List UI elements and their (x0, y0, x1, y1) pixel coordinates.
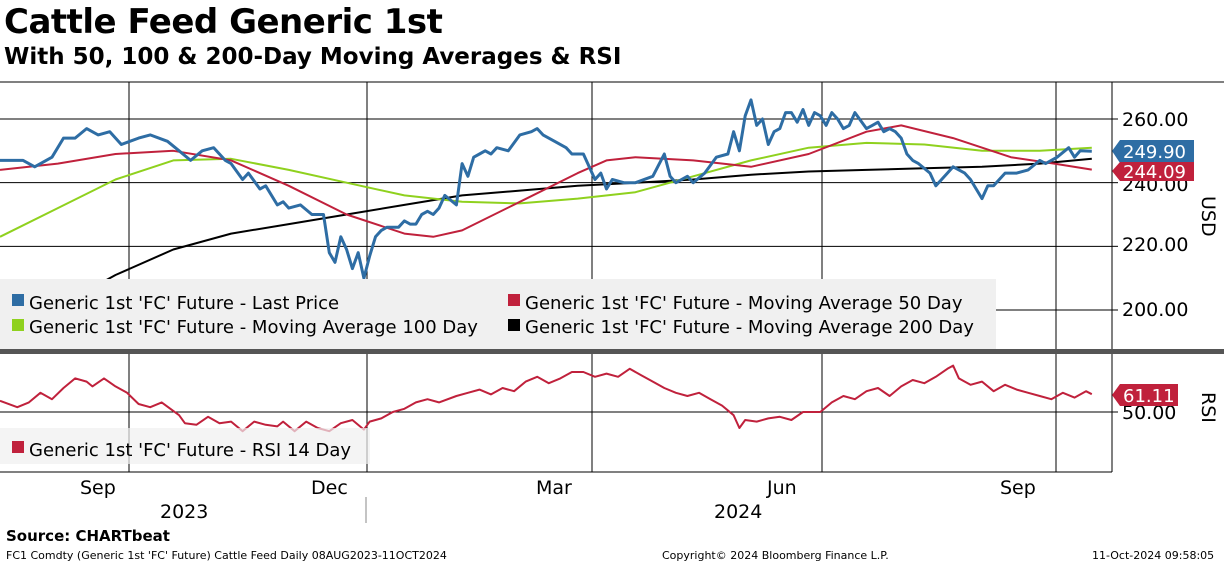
y-tick-rsi-50: 50.00 (1122, 402, 1176, 424)
legend-rsi: Generic 1st 'FC' Future - RSI 14 Day (29, 440, 351, 461)
series-line-ma100 (0, 141, 1092, 238)
chart-title: Cattle Feed Generic 1st (4, 2, 443, 42)
legend-ma50: Generic 1st 'FC' Future - Moving Average… (525, 293, 963, 314)
rsi-legend-box (0, 428, 370, 464)
legend-ma200: Generic 1st 'FC' Future - Moving Average… (525, 317, 974, 338)
panel-divider[interactable] (0, 349, 1224, 354)
legend-swatch-ma200 (508, 319, 520, 331)
footer-left: FC1 Comdty (Generic 1st 'FC' Future) Cat… (6, 549, 447, 562)
tag-rsi-last: 61.11 (1112, 384, 1178, 407)
legend-ma100: Generic 1st 'FC' Future - Moving Average… (29, 317, 478, 338)
x-label-sep-2023: Sep (80, 477, 116, 499)
x-label-dec: Dec (311, 477, 348, 499)
legend-price: Generic 1st 'FC' Future - Last Price (29, 293, 339, 314)
x-label-jun: Jun (766, 477, 797, 499)
tag-ma50-last: 244.09 (1112, 162, 1194, 183)
price-series-group (0, 98, 1092, 343)
y-tick-220: 220.00 (1122, 234, 1188, 256)
x-label-sep-2024: Sep (1000, 477, 1036, 499)
x-label-year-2023: 2023 (160, 501, 208, 523)
source-note: Source: CHARTbeat (6, 527, 170, 545)
chart-subtitle: With 50, 100 & 200-Day Moving Averages &… (4, 44, 622, 70)
tag-rsi-value: 61.11 (1123, 386, 1175, 407)
y-tick-200: 200.00 (1122, 299, 1188, 321)
tag-ma50-value: 244.09 (1123, 162, 1186, 183)
x-label-mar: Mar (536, 477, 572, 499)
grid (0, 81, 1224, 473)
legend-swatch-ma100 (12, 319, 24, 331)
footer-copyright: Copyright© 2024 Bloomberg Finance L.P. (662, 549, 889, 562)
rsi-series-group (0, 364, 1093, 433)
x-label-year-2024: 2024 (714, 501, 762, 523)
y-axis-label-usd: USD (1197, 196, 1219, 237)
y-axis-label-rsi: RSI (1197, 392, 1219, 423)
legend-swatch-price (12, 294, 24, 306)
tag-price-last: 249.90 (1112, 140, 1194, 163)
legend-swatch-ma50 (508, 294, 520, 306)
footer-timestamp: 11-Oct-2024 09:58:05 (1092, 549, 1215, 562)
series-line-ma50 (0, 124, 1092, 238)
series-line-rsi (0, 364, 1093, 433)
legend-swatch-rsi (12, 441, 24, 453)
tag-price-value: 249.90 (1123, 142, 1186, 163)
series-line-price (0, 98, 1092, 280)
y-tick-260: 260.00 (1122, 109, 1188, 131)
price-legend-box (0, 279, 996, 349)
